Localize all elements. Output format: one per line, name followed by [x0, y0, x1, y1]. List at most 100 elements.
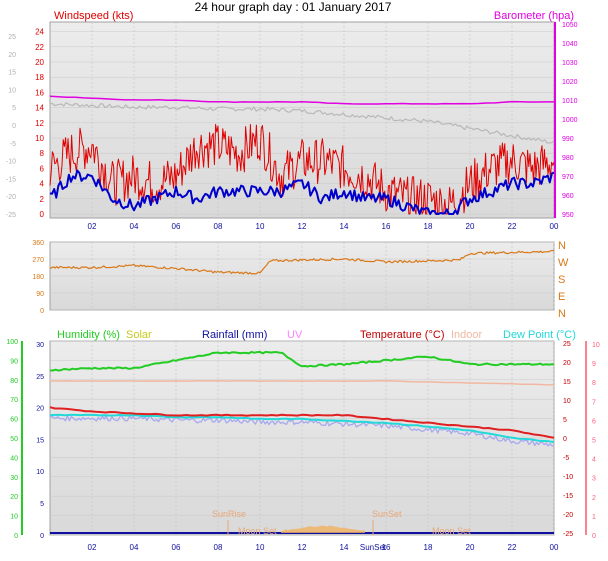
humidity-tick-label: 90 [10, 358, 18, 365]
rainfall-tick-label: 0 [40, 533, 44, 540]
uv-tick-label: 7 [592, 399, 596, 406]
windspeed-tick-label: 14 [35, 104, 44, 113]
windspeed-tick-label: 18 [35, 73, 44, 82]
uv-tick-label: 8 [592, 380, 596, 387]
grey-tick-label: 25 [8, 34, 16, 41]
rainfall-tick-label: 25 [36, 374, 44, 381]
temperature-tick-label: 5 [563, 417, 567, 424]
grey-tick-label: 5 [12, 105, 16, 112]
x-tick-label: 10 [256, 222, 265, 231]
humidity-tick-label: 40 [10, 455, 18, 462]
windspeed-tick-label: 12 [35, 119, 44, 128]
uv-tick-label: 5 [592, 438, 596, 445]
humidity-tick-label: 50 [10, 436, 18, 443]
grid-lines [21, 22, 587, 536]
barometer-tick-label: 980 [562, 155, 574, 162]
rainfall-tick-label: 10 [36, 469, 44, 476]
barometer-tick-label: 1020 [562, 79, 578, 86]
sunrise-label: SunRise [212, 509, 246, 519]
barometer-tick-label: 950 [562, 212, 574, 219]
x-tick-label: 16 [382, 543, 391, 552]
barometer-tick-label: 1010 [562, 98, 578, 105]
compass-tick-label: W [558, 257, 569, 269]
temperature-tick-label: 20 [563, 360, 571, 367]
uv-tick-label: 1 [592, 514, 596, 521]
compass-tick-label: N [558, 308, 566, 320]
lavender-line [49, 414, 555, 447]
x-tick-label: 04 [130, 222, 139, 231]
humidity-tick-label: 80 [10, 378, 18, 385]
legend-temperature: Temperature (°C) [360, 329, 444, 341]
temperature-tick-label: -15 [563, 493, 573, 500]
windspeed-tick-label: 8 [40, 149, 45, 158]
legend-uv: UV [287, 329, 303, 341]
windspeed-tick-label: 6 [40, 164, 45, 173]
x-tick-label: 12 [298, 543, 307, 552]
barometer-tick-label: 990 [562, 136, 574, 143]
grey-tick-label: 10 [8, 87, 16, 94]
temperature-tick-label: 25 [563, 341, 571, 348]
grey-tick-label: -10 [6, 159, 16, 166]
uv-tick-label: 4 [592, 457, 596, 464]
temperature-tick-label: -5 [563, 455, 569, 462]
average-wind-line [49, 169, 555, 215]
x-tick-label: 18 [424, 222, 433, 231]
sunset-label: SunSet [372, 509, 402, 519]
moonset-label: Moon Set [238, 526, 277, 536]
legend-indoor: Indoor [451, 329, 483, 341]
x-tick-label: 22 [508, 222, 517, 231]
uv-tick-label: 6 [592, 418, 596, 425]
humidity-tick-label: 20 [10, 494, 18, 501]
legend-rainfall: Rainfall (mm) [202, 329, 267, 341]
x-tick-label: 18 [424, 543, 433, 552]
direction-tick-label: 180 [32, 274, 44, 281]
windspeed-line [49, 123, 555, 215]
grey-tick-label: -5 [10, 141, 16, 148]
barometer-tick-label: 970 [562, 174, 574, 181]
x-tick-label: 22 [508, 543, 517, 552]
x-tick-label: 10 [256, 543, 265, 552]
series-lines [49, 95, 555, 533]
grey-tick-label: 20 [8, 52, 16, 59]
x-tick-label: 14 [340, 543, 349, 552]
x-tick-label: 08 [214, 543, 223, 552]
uv-tick-label: 0 [592, 533, 596, 540]
x-tick-label: 00 [550, 543, 559, 552]
moonrise-label: Moon Set [432, 526, 471, 536]
windspeed-tick-label: 20 [35, 58, 44, 67]
chart-title: 24 hour graph day : 01 January 2017 [195, 0, 392, 14]
compass-tick-label: S [558, 274, 565, 286]
humidity-tick-label: 100 [6, 339, 18, 346]
x-tick-label: 20 [466, 543, 475, 552]
temperature-tick-label: 0 [563, 436, 567, 443]
windspeed-tick-label: 10 [35, 134, 44, 143]
barometer-tick-label: 1030 [562, 60, 578, 67]
temperature-tick-label: -25 [563, 531, 573, 538]
x-tick-label: 04 [130, 543, 139, 552]
uv-tick-label: 10 [592, 342, 600, 349]
temperature-tick-label: 10 [563, 398, 571, 405]
dewpoint-line [49, 413, 555, 444]
direction-tick-label: 360 [32, 240, 44, 247]
legend-dewpoint: Dew Point (°C) [503, 329, 576, 341]
compass-tick-label: N [558, 240, 566, 252]
rainfall-tick-label: 5 [40, 501, 44, 508]
uv-tick-label: 3 [592, 476, 596, 483]
windspeed-tick-label: 24 [35, 28, 44, 37]
indoor-line [50, 380, 555, 386]
windspeed-tick-label: 4 [40, 180, 45, 189]
x-tick-label: 02 [88, 543, 97, 552]
rainfall-tick-label: 15 [36, 437, 44, 444]
barometer-tick-label: 1000 [562, 117, 578, 124]
tick-labels: 0202040406060808101012121414161618182020… [6, 22, 600, 552]
temperature-tick-label: -20 [563, 512, 573, 519]
grey-tick-label: 0 [12, 123, 16, 130]
windspeed-tick-label: 22 [35, 43, 44, 52]
wind-direction-line [49, 249, 555, 275]
rainfall-tick-label: 30 [36, 342, 44, 349]
x-tick-label: 08 [214, 222, 223, 231]
temperature-line [49, 406, 555, 439]
windspeed-tick-label: 2 [40, 195, 45, 204]
barometer-axis-label: Barometer (hpa) [494, 10, 574, 22]
